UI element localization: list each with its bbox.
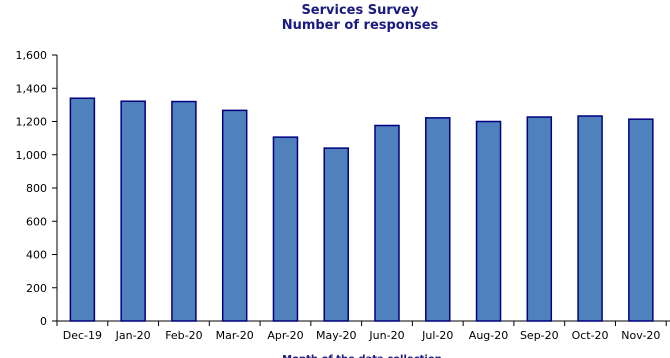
x-tick-label: Jul-20 <box>421 329 453 342</box>
x-tick-label: Apr-20 <box>267 329 303 342</box>
chart-subtitle: Number of responses <box>281 18 439 33</box>
bar <box>374 124 400 322</box>
y-tick-label: 0 <box>40 315 47 328</box>
y-tick-label: 600 <box>26 215 47 228</box>
bar <box>577 115 603 322</box>
bar <box>628 118 654 322</box>
x-tick-label: Oct-20 <box>572 329 609 342</box>
bar <box>272 136 299 322</box>
x-axis-title: Month of the data collection <box>282 354 442 358</box>
x-tick-label: Feb-20 <box>165 329 202 342</box>
y-tick-label: 1,000 <box>16 149 48 162</box>
y-tick-label: 1,600 <box>16 49 48 62</box>
y-tick-label: 200 <box>26 282 47 295</box>
y-tick-label: 400 <box>26 249 47 262</box>
bar <box>526 116 553 322</box>
bar <box>171 100 197 322</box>
bar <box>475 120 502 322</box>
bar <box>323 147 349 322</box>
x-tick-label: Dec-19 <box>63 329 102 342</box>
x-tick-label: Sep-20 <box>520 329 559 342</box>
bar <box>425 117 451 322</box>
bar <box>120 100 146 322</box>
x-tick-label: Aug-20 <box>469 329 508 342</box>
x-tick-label: Mar-20 <box>216 329 254 342</box>
y-tick-label: 1,200 <box>16 116 48 129</box>
x-tick-label: May-20 <box>316 329 357 342</box>
y-tick-label: 800 <box>26 182 47 195</box>
x-tick-label: Nov-20 <box>621 329 660 342</box>
bar <box>221 109 248 322</box>
chart-title: Services Survey <box>301 3 419 18</box>
bar <box>69 97 96 322</box>
y-tick-label: 1,400 <box>16 82 48 95</box>
x-tick-label: Jan-20 <box>115 329 151 342</box>
x-tick-label: Jun-20 <box>368 329 404 342</box>
